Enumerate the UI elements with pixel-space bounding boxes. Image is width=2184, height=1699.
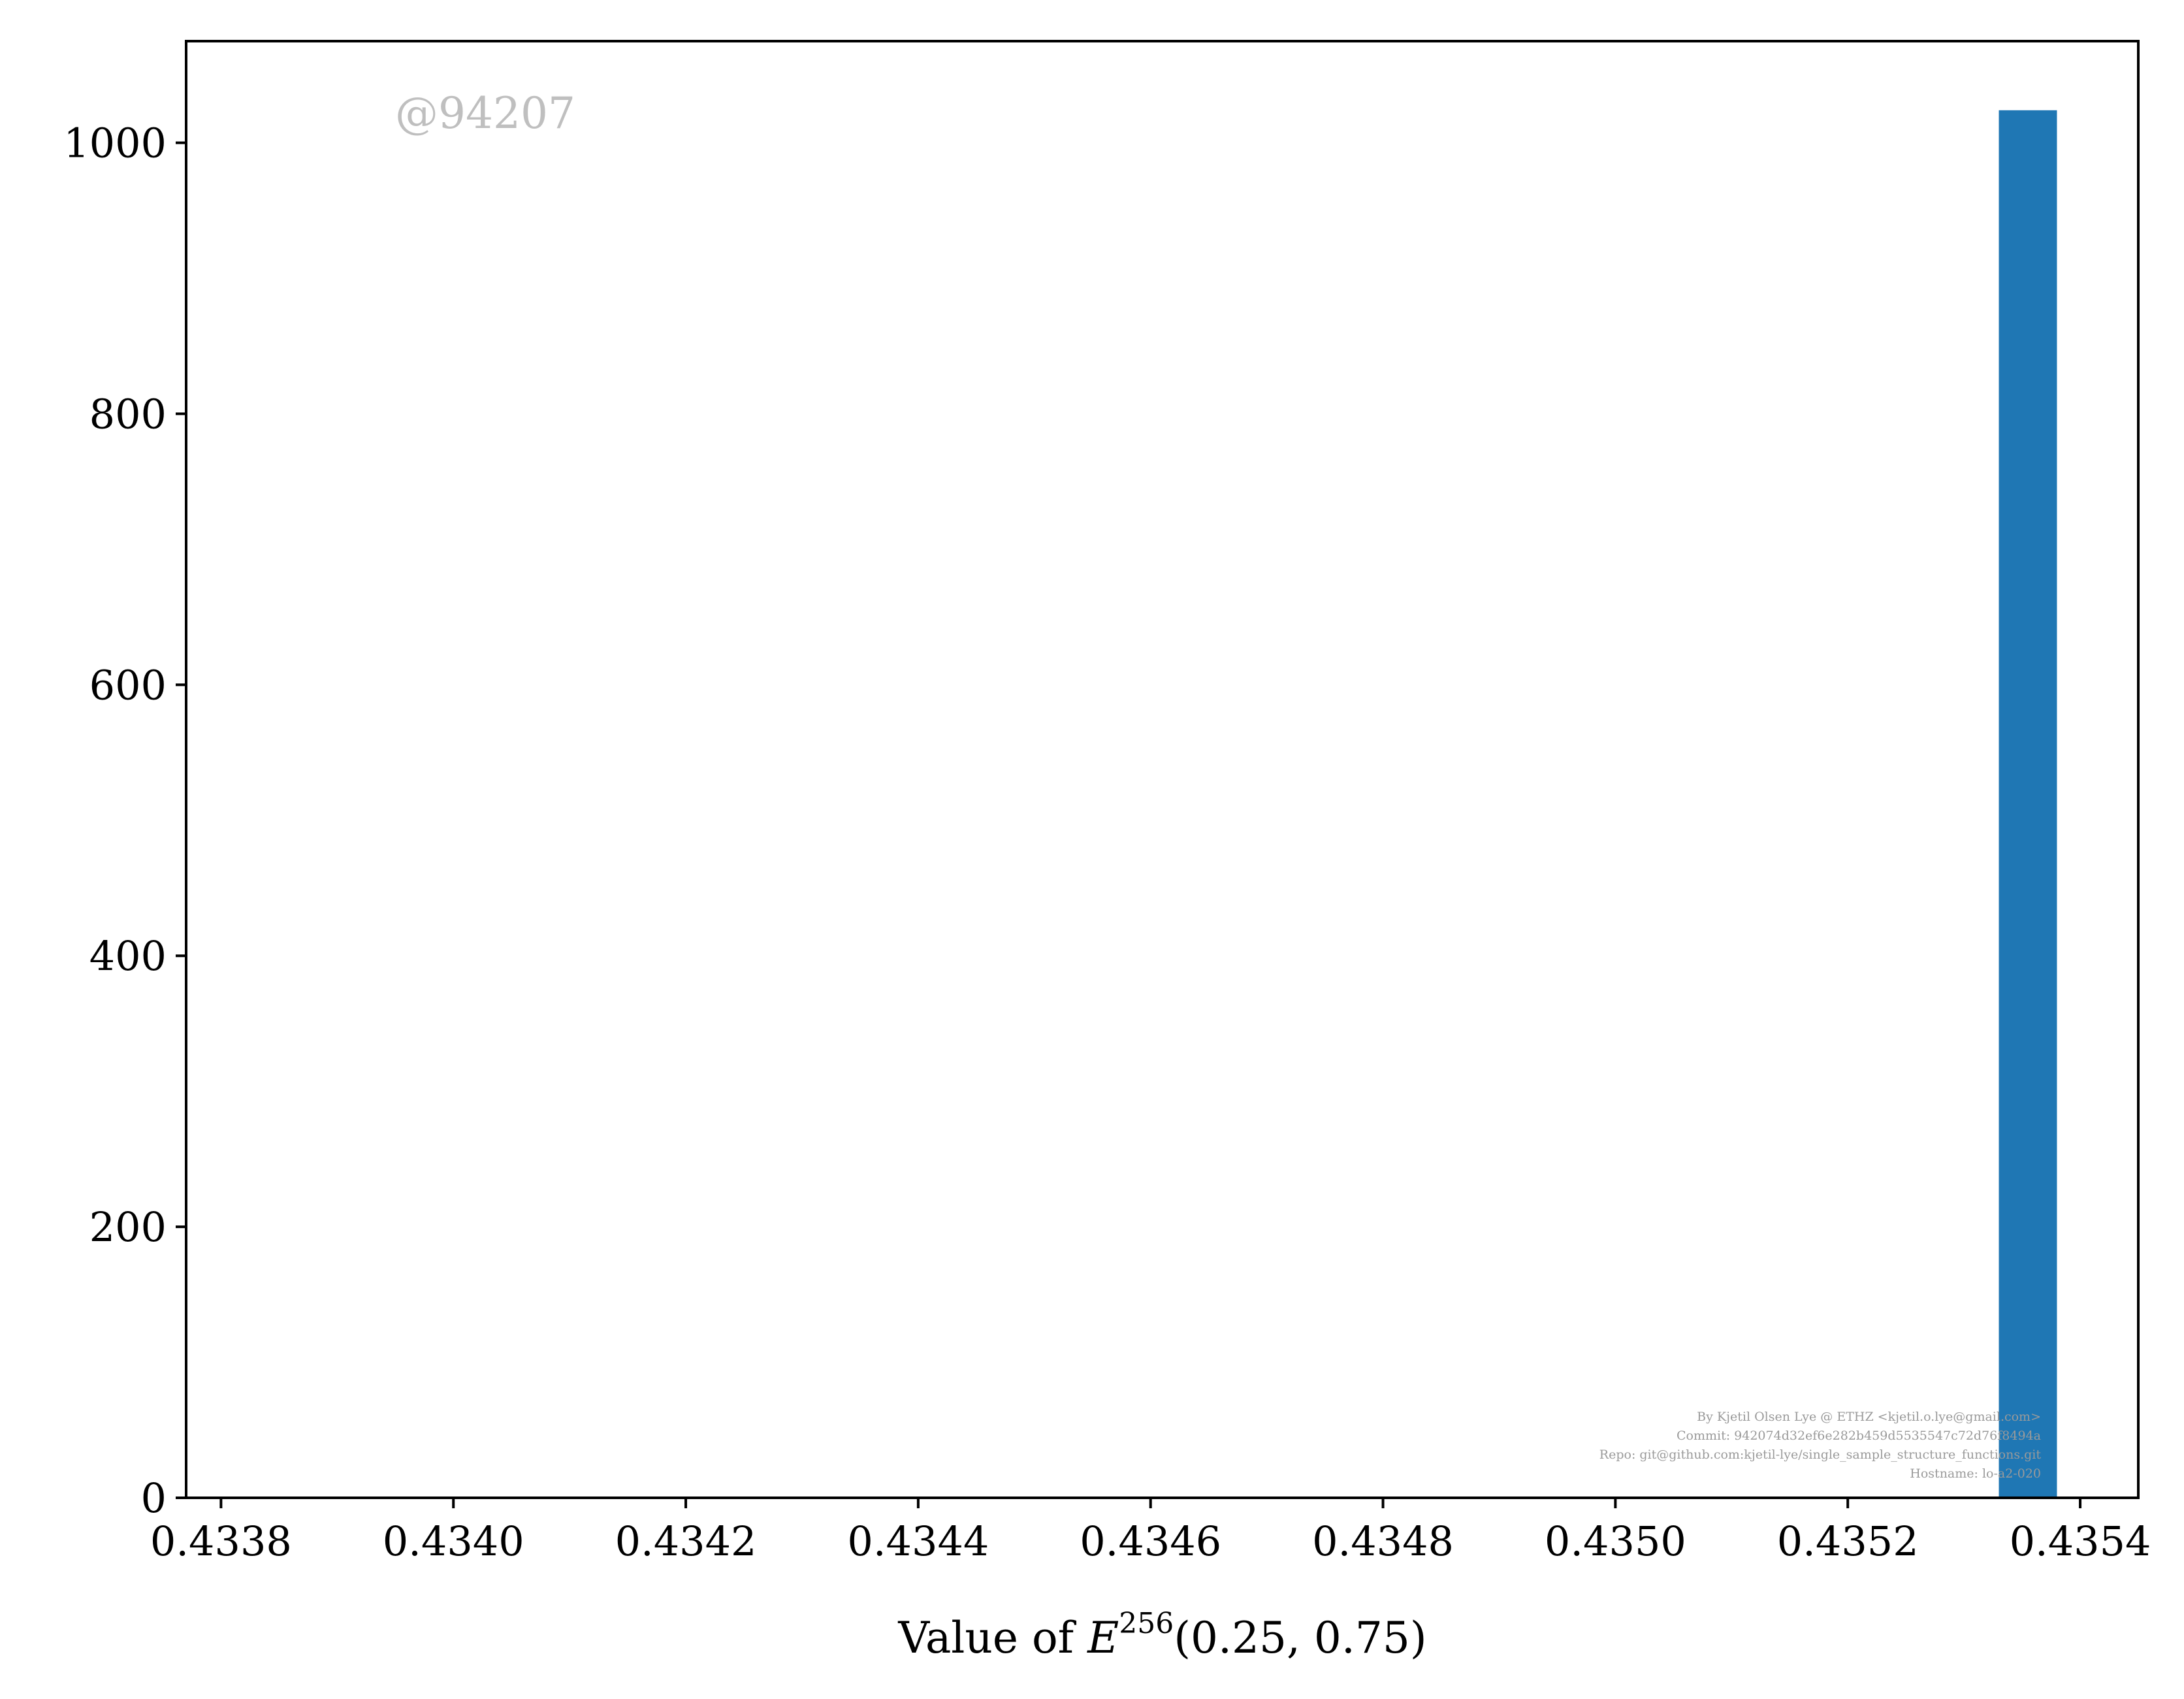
x-axis-label-prefix: Value of — [897, 1613, 1087, 1663]
x-axis-label: Value of E256(0.25, 0.75) — [897, 1607, 1426, 1663]
x-tick-label: 0.4342 — [615, 1517, 757, 1565]
y-tick-label: 400 — [89, 932, 167, 980]
x-tick-label: 0.4348 — [1312, 1517, 1454, 1565]
credit-line: Hostname: lo-a2-020 — [1910, 1466, 2041, 1481]
credit-line: Repo: git@github.com:kjetil-lye/single_s… — [1599, 1448, 2042, 1462]
credit-line: By Kjetil Olsen Lye @ ETHZ <kjetil.o.lye… — [1697, 1410, 2041, 1424]
y-tick-label: 200 — [89, 1203, 167, 1251]
x-tick-label: 0.4350 — [1545, 1517, 1686, 1565]
x-axis-label-symbol: E — [1087, 1613, 1119, 1663]
x-tick-label: 0.4352 — [1777, 1517, 1919, 1565]
watermark: @94207 — [395, 88, 575, 138]
plot-frame — [185, 40, 2140, 1499]
x-tick-label: 0.4346 — [1080, 1517, 1221, 1565]
histogram-bar — [1999, 110, 2057, 1498]
y-tick-label: 600 — [89, 661, 167, 709]
x-axis-label-args: (0.25, 0.75) — [1174, 1613, 1426, 1663]
y-tick-label: 800 — [89, 390, 167, 438]
x-tick-label: 0.4338 — [150, 1517, 292, 1565]
bars-group — [1999, 110, 2057, 1498]
y-axis-ticks: 0 200 400 600 800 1000 — [63, 120, 186, 1522]
credits-block: By Kjetil Olsen Lye @ ETHZ <kjetil.o.lye… — [1599, 1410, 2042, 1481]
y-tick-label: 0 — [141, 1474, 167, 1522]
x-axis-ticks: 0.4338 0.4340 0.4342 0.4344 0.4346 0.4348 0.43… — [150, 1498, 2151, 1565]
x-axis-label-superscript: 256 — [1119, 1607, 1174, 1640]
x-tick-label: 0.4354 — [2010, 1517, 2151, 1565]
credit-line: Commit: 942074d32ef6e282b459d5535547c72d… — [1677, 1429, 2041, 1443]
x-tick-label: 0.4340 — [383, 1517, 524, 1565]
x-tick-label: 0.4344 — [847, 1517, 989, 1565]
y-tick-label: 1000 — [63, 120, 167, 167]
